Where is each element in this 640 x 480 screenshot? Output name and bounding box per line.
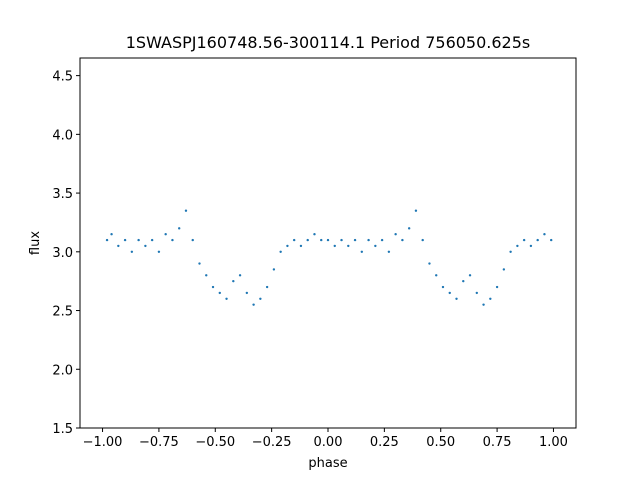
y-tick-label: 3.5 — [52, 187, 73, 202]
data-point — [123, 238, 127, 242]
data-point — [536, 238, 539, 242]
data-point — [428, 262, 431, 265]
x-tick-label: −0.75 — [139, 435, 179, 450]
x-tick-label: 0.00 — [314, 435, 343, 450]
data-point — [184, 209, 188, 212]
data-point — [455, 297, 458, 300]
data-point — [475, 291, 478, 295]
data-point — [529, 244, 533, 248]
data-point — [543, 232, 546, 236]
data-point — [462, 279, 465, 283]
y-tick-label: 1.5 — [52, 422, 73, 437]
data-point — [407, 227, 411, 230]
data-point — [495, 285, 499, 289]
x-tick-label: −0.50 — [195, 435, 235, 450]
data-point — [286, 244, 289, 248]
data-point — [353, 238, 357, 242]
data-point — [191, 238, 194, 242]
data-point — [448, 291, 451, 295]
data-point — [110, 232, 113, 236]
data-point — [117, 244, 120, 248]
y-tick-label: 4.0 — [52, 128, 73, 143]
data-point — [205, 274, 208, 277]
data-point — [313, 232, 316, 236]
y-tick-label: 2.0 — [52, 363, 73, 378]
x-tick-label: 0.50 — [426, 435, 455, 450]
data-point — [468, 274, 472, 277]
data-point — [394, 232, 397, 236]
data-point — [367, 238, 370, 242]
data-point — [211, 285, 215, 289]
data-point — [292, 238, 296, 242]
data-point — [306, 238, 309, 242]
data-point — [225, 297, 228, 300]
data-point — [333, 244, 336, 248]
data-point — [380, 238, 384, 242]
data-point — [150, 238, 154, 242]
x-tick-label: 0.25 — [370, 435, 399, 450]
data-point — [218, 291, 221, 295]
x-tick-label: −0.25 — [252, 435, 292, 450]
data-point — [482, 303, 485, 306]
data-point — [340, 238, 343, 242]
data-point — [299, 244, 303, 248]
data-point — [516, 244, 519, 248]
data-point — [320, 238, 323, 242]
data-point — [360, 250, 364, 254]
data-point — [279, 250, 282, 254]
data-point — [374, 244, 377, 248]
data-point — [414, 209, 418, 212]
data-point — [105, 238, 109, 242]
data-point — [509, 250, 512, 254]
y-axis-label: flux — [28, 231, 43, 255]
y-tick-label: 4.5 — [52, 70, 73, 85]
data-point — [157, 250, 161, 254]
data-point — [144, 244, 147, 248]
data-point — [421, 238, 424, 242]
data-point — [232, 279, 235, 283]
data-point — [178, 227, 181, 230]
x-axis-label: phase — [308, 456, 347, 471]
data-point — [502, 268, 506, 271]
data-point — [522, 238, 526, 242]
x-axis-ticks: −1.00 −0.75 −0.50 −0.25 0.00 0.25 0.50 0.75 1.00 — [83, 428, 568, 450]
x-tick-label: −1.00 — [83, 435, 123, 450]
data-point — [489, 297, 492, 300]
data-point — [198, 262, 201, 265]
data-point — [259, 297, 262, 300]
data-points — [105, 209, 553, 306]
y-axis-ticks: 1.5 2.0 2.5 3.0 3.5 4.0 4.5 — [52, 70, 80, 437]
y-tick-label: 2.5 — [52, 305, 73, 320]
data-point — [171, 238, 174, 242]
data-point — [164, 232, 167, 236]
data-point — [130, 250, 134, 254]
data-point — [265, 285, 269, 289]
data-point — [441, 285, 445, 289]
data-point — [387, 250, 391, 254]
data-point — [435, 274, 438, 277]
data-point — [252, 303, 255, 306]
data-point — [238, 274, 242, 277]
data-point — [245, 291, 249, 295]
y-tick-label: 3.0 — [52, 246, 73, 261]
data-point — [137, 238, 140, 242]
data-point — [272, 268, 276, 271]
data-point — [401, 238, 404, 242]
data-point — [347, 244, 350, 248]
x-tick-label: 1.00 — [539, 435, 568, 450]
x-tick-label: 0.75 — [483, 435, 512, 450]
data-point — [326, 238, 330, 242]
data-point — [550, 238, 553, 242]
chart-title: 1SWASPJ160748.56-300114.1 Period 756050.… — [126, 33, 531, 52]
